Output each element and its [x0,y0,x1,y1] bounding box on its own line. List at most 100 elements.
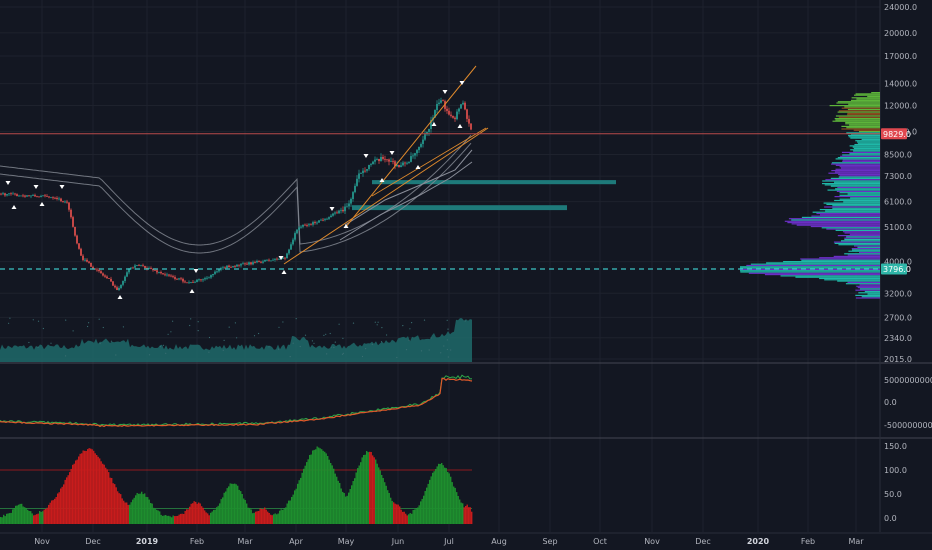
candle-body [206,277,208,279]
oscillator-bar [202,507,204,524]
volume-profile-bar [851,99,880,101]
candle-body [124,276,126,281]
volume-profile-bar [847,193,880,195]
volume-dot [99,343,101,345]
oscillator-bar [294,490,296,524]
candle-body [370,164,372,165]
oscillator-bar [367,452,369,524]
candle-body [294,233,296,240]
oscillator-bar [138,493,140,524]
volume-dot [110,340,112,342]
volume-profile-bar [843,201,880,203]
candle-body [366,169,368,171]
volume-profile-bar [861,296,880,298]
candle-body [234,266,236,267]
candle-body [182,278,184,282]
candle-body [216,271,218,273]
oscillator-bar [364,454,366,524]
price-lines [0,133,880,270]
volume-profile-bar [857,287,880,289]
candle-body [164,274,166,276]
pivot-high-marker [389,151,395,155]
candle-body [364,170,366,172]
volume-profile-bar [826,228,880,230]
oscillator-bar [243,498,245,524]
oscillator-bar [147,497,149,524]
price-axis-label: 24000.0 [884,3,917,12]
oscillator-bar [19,503,21,524]
current-price-tag [881,128,907,140]
volume-dot [361,355,364,358]
volume-profile-bar [748,272,880,274]
oscillator-bar [198,502,200,524]
candle-body [52,197,54,199]
candle-body [60,198,62,202]
oscillator-bar [303,468,305,524]
candle-body [310,224,312,226]
oscillator-bar [1,517,3,524]
volume-dot [278,326,280,328]
candle-body [244,263,246,265]
candle-body [106,276,108,279]
volume-profile-bar [853,147,880,150]
oscillator-bar [58,492,60,524]
volume-profile-bar [838,176,880,178]
volume-profile-bar [847,112,880,114]
candle-body [282,257,284,259]
oscillator-bar [22,506,24,524]
volume-profile-bar [859,131,880,133]
oscillator-bar [352,481,354,524]
time-axis-label: Feb [190,537,204,546]
candle-body [8,193,10,195]
oscillator-bar [402,511,404,524]
oscillator-bar [460,502,462,524]
oscillator-bar [168,515,170,524]
oscillator-bar [391,500,393,524]
candle-body [38,196,40,198]
candle-body [20,195,22,197]
volume-profile-bar [834,242,880,244]
candle-body [452,115,454,118]
oscillator-bar [376,463,378,524]
volume-profile-bar [836,102,880,104]
oscillator-bar [444,467,446,524]
support-zones [352,180,616,211]
candle-body [148,268,150,269]
oscillator-bar [279,510,281,524]
volume-profile-bar [837,186,880,189]
oscillator-bar [4,516,6,524]
volume-dot [8,322,10,324]
time-axis-label: Sep [542,537,557,546]
oscillator-bar [70,468,72,524]
oscillator-bar [43,509,45,524]
oscillator-bar [384,482,386,524]
pivot-high-marker [5,181,11,185]
oscillator-bar [105,467,107,524]
oscillator-bar [408,514,410,524]
candle-body [180,278,182,280]
candle-body [268,259,270,261]
volume-dot [234,322,236,324]
oscillator-bar [229,483,231,524]
cumulative-line-green [0,374,473,427]
oscillator-bar [100,461,102,524]
candle-body [248,262,250,265]
volume-dot [311,340,313,342]
candle-body [428,128,430,132]
candle-body [334,212,336,214]
volume-profile-bar [825,210,880,212]
candle-body [214,271,216,274]
oscillator-bar [273,514,275,524]
oscillator-bar [325,453,327,524]
oscillator-bar [286,503,288,524]
candle-body [22,195,24,197]
oscillator-bar [369,451,371,524]
oscillator-bar [177,515,179,524]
volume-profile-bar [839,194,880,196]
candle-body [360,173,362,174]
volume-dot [420,350,423,352]
candle-body [54,197,56,199]
volume-profile-bar [740,266,880,268]
oscillator-bar [184,511,186,524]
